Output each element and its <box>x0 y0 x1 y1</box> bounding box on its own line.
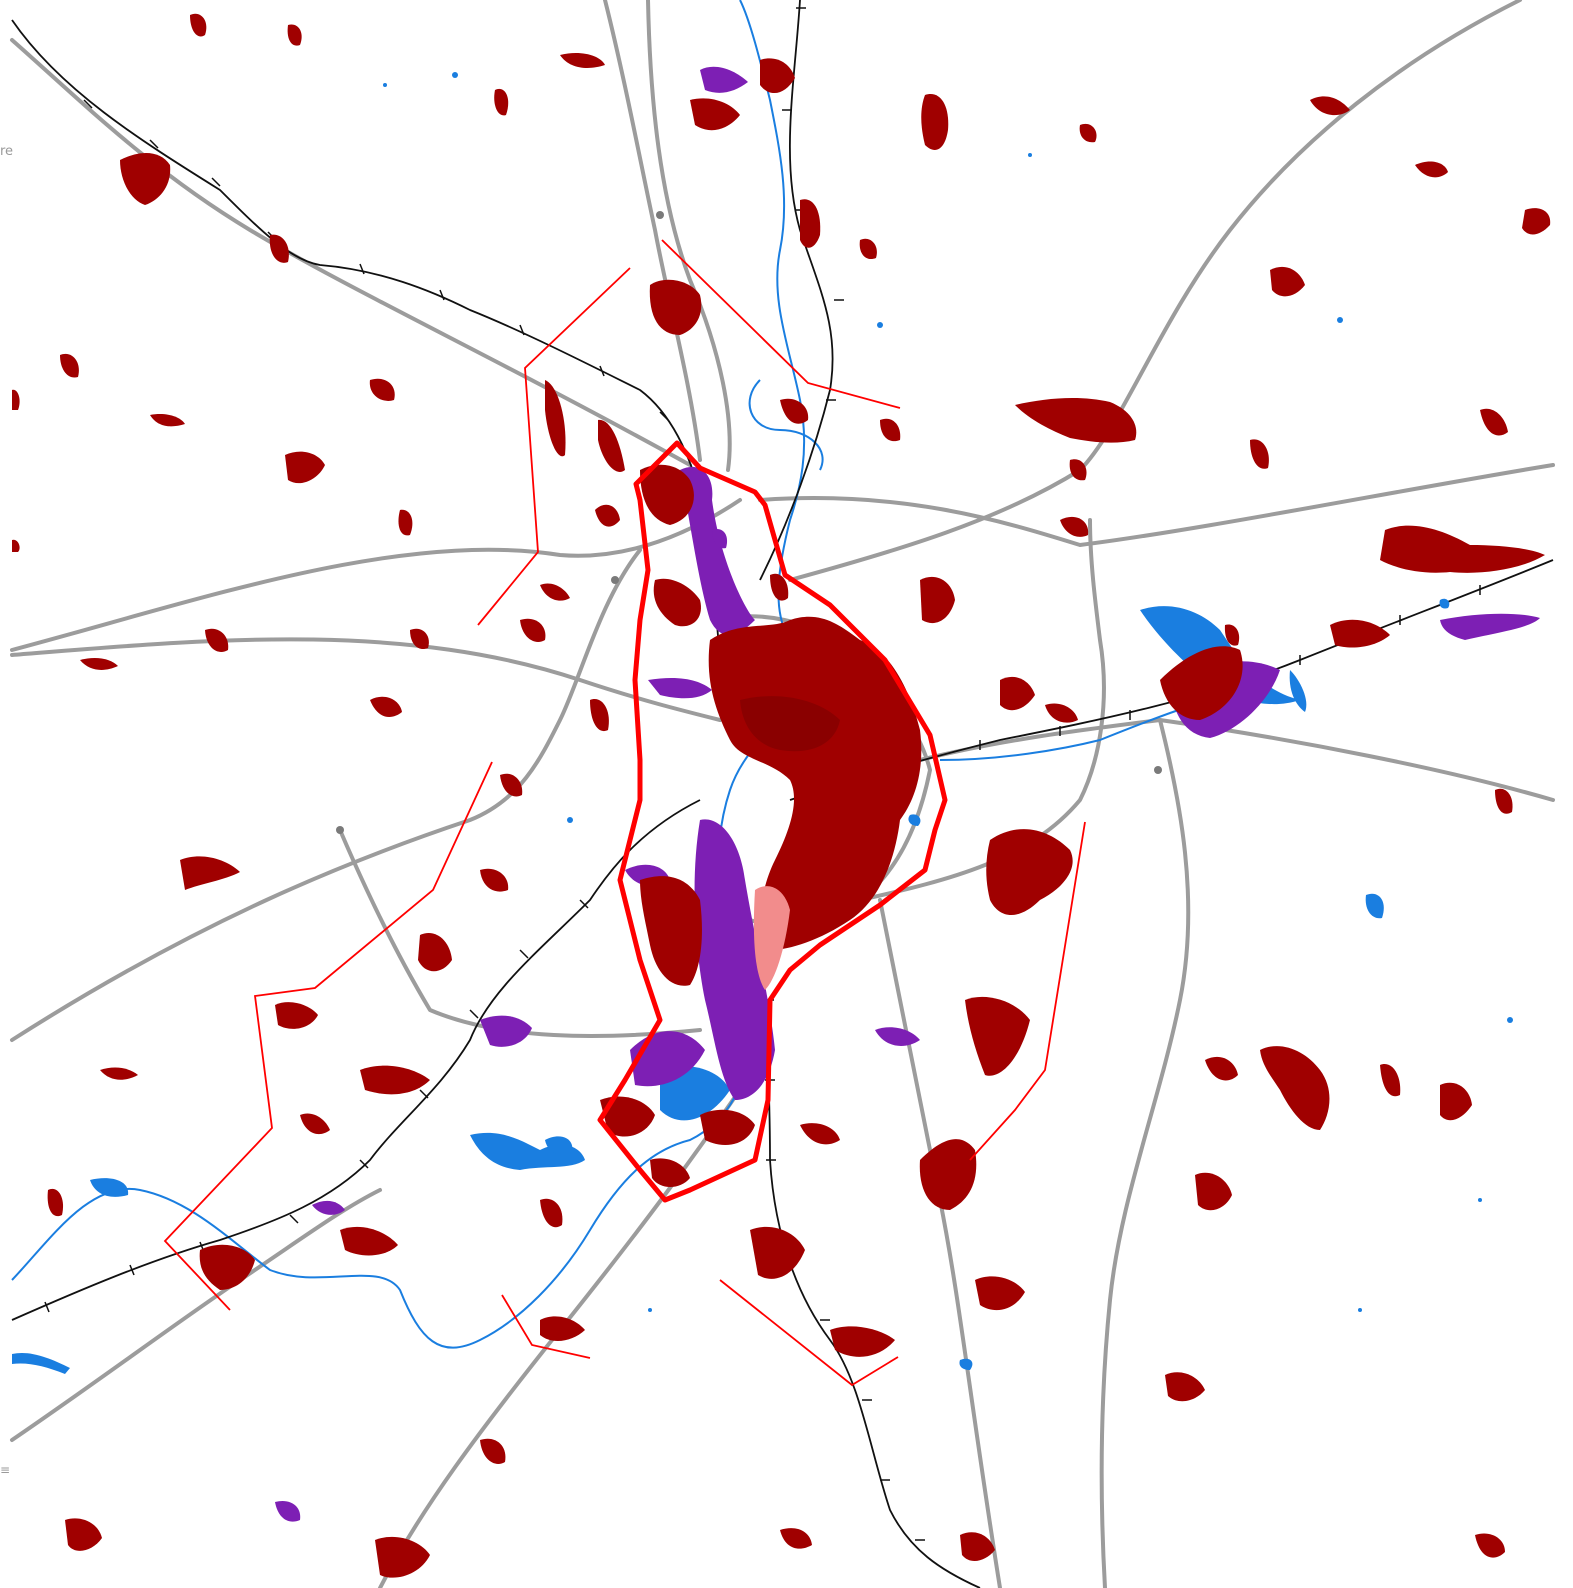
industrial-southwest <box>630 1031 705 1087</box>
road-west-3 <box>338 828 702 1038</box>
buffer-nw <box>477 267 631 626</box>
buffer-sw <box>501 1294 591 1359</box>
industrial-south <box>694 819 775 1100</box>
edge-text-fragment: re <box>0 144 14 159</box>
road-ring-west <box>10 548 642 1042</box>
city-east-1 <box>986 829 1073 915</box>
road-west-2 <box>10 637 722 722</box>
city-sw-1 <box>199 1244 255 1290</box>
road-north-2 <box>646 0 732 472</box>
urban-core <box>740 696 840 752</box>
road-west-1 <box>10 498 742 652</box>
river-north-loop <box>748 379 824 471</box>
city-east-2 <box>1160 646 1243 720</box>
junction-marks <box>336 211 1162 834</box>
road-north-1 <box>603 0 702 462</box>
commercial-area <box>753 886 790 990</box>
map-left-margin <box>0 0 12 1588</box>
study-area-boundary <box>597 440 948 1203</box>
industrial-central-north <box>680 466 755 635</box>
industrial-far-east <box>1440 613 1540 640</box>
rail-southwest <box>11 799 701 1321</box>
road-south-east-diag <box>858 518 1106 902</box>
edge-icon-fragment: ≡ <box>0 1463 11 1477</box>
buffer-w <box>163 761 493 1311</box>
buffer-s <box>719 1279 899 1387</box>
rail-north <box>759 0 834 581</box>
industrial-sw <box>480 1015 532 1047</box>
city-south-1 <box>919 1139 977 1210</box>
buffer-lines <box>163 239 1086 1387</box>
railway-ticks <box>44 7 1481 1541</box>
city-northwest <box>653 578 701 627</box>
road-south-east-loop <box>1099 718 1191 1588</box>
buffer-e <box>969 821 1086 1161</box>
road-ne-to-center <box>788 0 1522 582</box>
buffer-n <box>661 239 901 409</box>
industrial-central <box>648 678 712 699</box>
city-north <box>640 464 694 525</box>
industrial-north <box>700 66 748 93</box>
urban-areas <box>12 13 1551 1578</box>
city-west-1 <box>640 876 702 986</box>
